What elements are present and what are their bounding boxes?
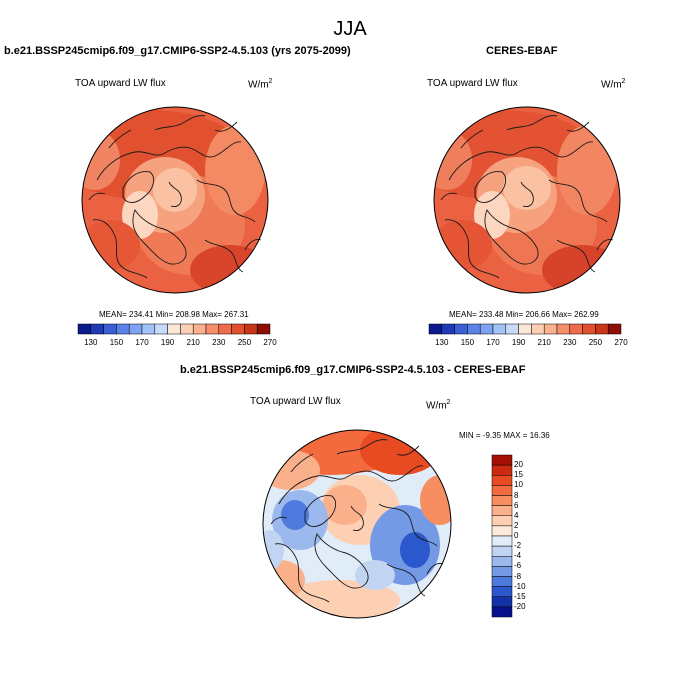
- panel1-colorbar-box: [205, 323, 220, 335]
- panel3-colorbar-box: [491, 485, 513, 496]
- panel3-stats: MIN = -9.35 MAX = 16.36: [459, 431, 550, 440]
- panel2-colorbar-tick: 130: [435, 338, 449, 347]
- panel1-variable: TOA upward LW flux: [75, 78, 166, 89]
- panel3-colorbar-box: [491, 586, 513, 597]
- panel2-colorbar-box: [454, 323, 468, 335]
- panel1-title: b.e21.BSSP245cmip6.f09_g17.CMIP6-SSP2-4.…: [4, 45, 351, 57]
- panel3-variable: TOA upward LW flux: [250, 396, 341, 407]
- panel2-title: CERES-EBAF: [486, 45, 558, 57]
- panel2-colorbar-tick: 270: [614, 338, 628, 347]
- panel1-colorbar-box: [244, 323, 258, 335]
- panel1-colorbar-tick: 150: [109, 338, 124, 347]
- panel3-colorbar: [491, 454, 513, 618]
- panel1-colorbar-tick: 190: [160, 338, 175, 347]
- panel1-colorbar-box: [103, 323, 117, 335]
- panel1-colorbar-box: [90, 323, 104, 335]
- panel2-variable: TOA upward LW flux: [427, 78, 518, 89]
- panel1-colorbar-box: [192, 323, 207, 335]
- panel1-colorbar-tick: 130: [84, 338, 98, 347]
- panel3-colorbar-box: [491, 515, 513, 527]
- panel3-colorbar-box: [491, 454, 513, 466]
- panel1-colorbar-box: [180, 323, 194, 335]
- panel2-colorbar-box: [595, 323, 609, 335]
- panel3-colorbar-box: [491, 525, 513, 537]
- panel3-colorbar-tick: -8: [514, 571, 522, 581]
- panel1-colorbar-box: [141, 323, 156, 335]
- panel2-colorbar-box: [607, 323, 622, 335]
- panel1-colorbar-box: [256, 323, 271, 335]
- panel2-colorbar-box: [531, 323, 545, 335]
- panel3-colorbar-tick: 15: [514, 470, 523, 480]
- panel3-colorbar-box: [491, 535, 513, 547]
- panel1-colorbar-tick: 230: [212, 338, 226, 347]
- panel1-colorbar-box: [128, 323, 143, 335]
- panel2-colorbar-box: [582, 323, 596, 335]
- panel2-colorbar-box: [479, 323, 494, 335]
- panel2-colorbar-box: [428, 323, 443, 335]
- panel2-colorbar-tick: 250: [588, 338, 603, 347]
- panel2-colorbar-box: [467, 323, 481, 335]
- panel3-colorbar-box: [491, 464, 513, 476]
- panel3-colorbar-tick: -10: [514, 581, 526, 591]
- panel3-colorbar-box: [491, 475, 513, 486]
- figure-title: JJA: [333, 18, 367, 40]
- panel3-map: [262, 429, 452, 619]
- panel3-colorbar-tick: 8: [514, 490, 519, 500]
- panel1-colorbar-box: [231, 323, 245, 335]
- panel3-colorbar-box: [491, 596, 513, 608]
- panel3-colorbar-tick: 0: [514, 531, 519, 540]
- panel1-colorbar-tick: 270: [263, 338, 277, 347]
- panel1-colorbar-box: [154, 323, 168, 335]
- panel1-stats: MEAN= 234.41 Min= 208.98 Max= 267.31: [99, 310, 249, 319]
- panel3-colorbar-tick: -6: [514, 561, 522, 571]
- panel2-colorbar-box: [441, 323, 455, 335]
- panel2-colorbar-box: [556, 323, 571, 335]
- panel3-colorbar-box: [491, 556, 513, 567]
- panel3-colorbar-tick: -20: [514, 601, 526, 611]
- panel3-colorbar-tick: -2: [514, 541, 522, 551]
- panel2-colorbar-box: [505, 323, 519, 335]
- panel3-colorbar-box: [491, 566, 513, 577]
- panel3-colorbar-tick: 10: [514, 480, 523, 490]
- panel2-stats: MEAN= 233.48 Min= 206.66 Max= 262.99: [449, 310, 599, 319]
- panel1-map: [81, 106, 269, 294]
- panel1-colorbar-box: [116, 323, 130, 335]
- panel3-units: W/m2: [426, 399, 451, 412]
- panel3-colorbar-box: [491, 505, 513, 516]
- panel2-map: [433, 106, 621, 294]
- panel2-colorbar-tick: 150: [460, 338, 475, 347]
- panel3-colorbar-tick: 20: [514, 460, 523, 470]
- panel3-colorbar-box: [491, 576, 513, 587]
- panel2-colorbar-tick: 170: [486, 338, 500, 347]
- panel2-colorbar-box: [569, 323, 583, 335]
- panel3-title: b.e21.BSSP245cmip6.f09_g17.CMIP6-SSP2-4.…: [180, 364, 526, 376]
- panel1-units: W/m2: [248, 78, 273, 91]
- panel2-units: W/m2: [601, 78, 626, 91]
- panel1-colorbar-tick: 170: [135, 338, 149, 347]
- panel1-colorbar-box: [77, 323, 92, 335]
- panel1-colorbar-box: [218, 323, 232, 335]
- panel2-colorbar-tick: 190: [511, 338, 526, 347]
- panel3-colorbar-box: [491, 606, 513, 618]
- panel3-colorbar-box: [491, 495, 513, 506]
- panel3-colorbar-box: [491, 545, 513, 557]
- panel3-colorbar-tick: -4: [514, 551, 522, 561]
- panel3-colorbar-tick: -15: [514, 591, 526, 601]
- panel3-colorbar-tick: 4: [514, 510, 519, 520]
- panel1-colorbar-box: [167, 323, 181, 335]
- panel2-colorbar-tick: 230: [563, 338, 577, 347]
- panel1-colorbar: [77, 323, 271, 335]
- panel2-colorbar-tick: 210: [537, 338, 551, 347]
- panel3-colorbar-tick: 2: [514, 520, 519, 530]
- panel3-colorbar-tick: 6: [514, 500, 519, 510]
- panel2-colorbar-box: [518, 323, 532, 335]
- panel2-colorbar-box: [492, 323, 507, 335]
- panel1-colorbar-tick: 210: [186, 338, 200, 347]
- panel1-colorbar-tick: 250: [237, 338, 252, 347]
- panel2-colorbar: [428, 323, 622, 335]
- panel2-colorbar-box: [543, 323, 558, 335]
